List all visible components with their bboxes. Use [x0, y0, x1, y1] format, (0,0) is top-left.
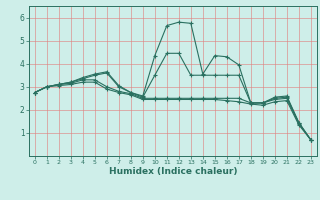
X-axis label: Humidex (Indice chaleur): Humidex (Indice chaleur)	[108, 167, 237, 176]
